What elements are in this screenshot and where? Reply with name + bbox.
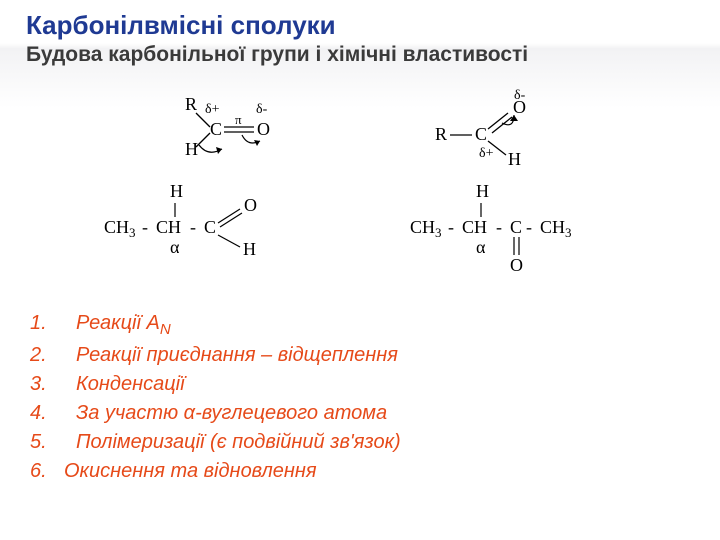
label-C: C xyxy=(475,124,487,144)
svg-text:-: - xyxy=(526,217,532,237)
label-alpha: α xyxy=(476,237,486,257)
reactions-list: 1.Реакції AN2.Реакції приєднання – відще… xyxy=(30,309,694,486)
label-delta-plus: δ+ xyxy=(205,102,220,117)
label-C: C xyxy=(510,217,522,237)
label-CH: CH xyxy=(462,217,487,237)
label-R: R xyxy=(185,94,197,114)
list-number: 3. xyxy=(30,370,76,399)
reaction-item: 2.Реакції приєднання – відщеплення xyxy=(30,341,694,370)
reaction-item: 1.Реакції AN xyxy=(30,309,694,341)
list-text: За участю α-вуглецевого атома xyxy=(76,399,387,428)
list-number: 5. xyxy=(30,428,76,457)
svg-text:-: - xyxy=(496,217,502,237)
list-text: Конденсації xyxy=(76,370,185,399)
slide-title: Карбонілвмісні сполуки xyxy=(26,10,694,41)
diagram-left: R δ+ δ- H C π O H xyxy=(90,85,320,285)
label-CH3: CH3 xyxy=(410,217,442,240)
label-H: H xyxy=(508,149,521,169)
diagram-right: R C δ+ O δ- H H CH3 - CH xyxy=(380,85,630,285)
list-number: 1. xyxy=(30,309,76,341)
label-CH3: CH3 xyxy=(104,217,136,240)
label-C: C xyxy=(204,217,216,237)
label-C: C xyxy=(210,119,222,139)
list-text: Полімеризації (є подвійний зв'язок) xyxy=(76,428,401,457)
label-CH: CH xyxy=(156,217,181,237)
svg-text:-: - xyxy=(190,217,196,237)
svg-text:-: - xyxy=(448,217,454,237)
chemical-diagrams: R δ+ δ- H C π O H xyxy=(26,85,694,285)
label-CH3: CH3 xyxy=(540,217,572,240)
list-text: Реакції приєднання – відщеплення xyxy=(76,341,398,370)
svg-text:-: - xyxy=(142,217,148,237)
label-H-branch: H xyxy=(476,181,489,201)
list-number: 6. xyxy=(30,457,64,486)
label-delta-minus: δ- xyxy=(514,88,526,103)
reaction-item: 4.За участю α-вуглецевого атома xyxy=(30,399,694,428)
label-H: H xyxy=(185,139,198,159)
label-O: O xyxy=(244,195,257,215)
label-delta-minus: δ- xyxy=(256,102,268,117)
label-delta-plus: δ+ xyxy=(479,146,494,161)
label-H: H xyxy=(243,239,256,259)
label-O: O xyxy=(510,255,523,275)
reaction-item: 3.Конденсації xyxy=(30,370,694,399)
list-number: 4. xyxy=(30,399,76,428)
list-text: Окиснення та відновлення xyxy=(64,457,317,486)
label-H-branch: H xyxy=(170,181,183,201)
slide-subtitle: Будова карбонільної групи і хімічні влас… xyxy=(26,43,694,67)
reaction-item: 6.Окиснення та відновлення xyxy=(30,457,694,486)
list-text: Реакції AN xyxy=(76,309,171,341)
label-pi: π xyxy=(235,112,242,127)
label-O: O xyxy=(257,119,270,139)
list-number: 2. xyxy=(30,341,76,370)
label-alpha: α xyxy=(170,237,180,257)
label-R: R xyxy=(435,124,447,144)
reaction-item: 5.Полімеризації (є подвійний зв'язок) xyxy=(30,428,694,457)
